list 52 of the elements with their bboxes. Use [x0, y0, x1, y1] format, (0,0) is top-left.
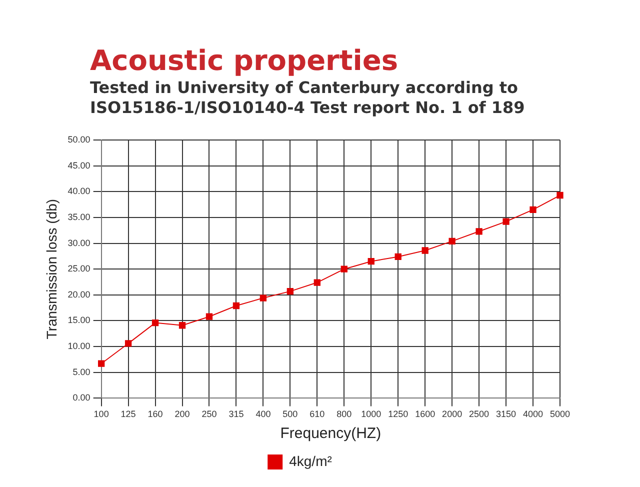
x-tick-label: 2500 — [469, 409, 490, 420]
x-tick-label: 100 — [94, 409, 109, 420]
point — [260, 294, 267, 302]
y-axis-title: Transmission loss (db) — [43, 198, 60, 340]
x-tick-label: 610 — [310, 409, 325, 420]
point — [314, 279, 320, 286]
y-tick-label: 40.00 — [68, 186, 90, 196]
x-tick-label: 125 — [120, 409, 136, 420]
point — [152, 319, 159, 326]
x-tick-label: 500 — [282, 409, 298, 420]
x-tick-label: 800 — [336, 409, 352, 420]
y-tick-label: 5.00 — [72, 366, 90, 377]
point — [232, 302, 240, 310]
x-tick-label: 5000 — [550, 409, 570, 420]
point — [98, 360, 105, 367]
point — [556, 192, 564, 199]
x-tick-label: 315 — [228, 409, 244, 420]
x-tick-label: 1000 — [361, 409, 382, 420]
y-tick-label: 20.00 — [68, 289, 90, 300]
y-tick-label: 15.00 — [68, 315, 90, 326]
point — [530, 206, 536, 214]
x-tick-label: 1250 — [388, 409, 408, 420]
point — [422, 247, 428, 254]
x-tick-label: 1600 — [415, 409, 436, 420]
point — [502, 218, 510, 225]
point — [368, 258, 374, 265]
x-axis-title: Frequency(HZ) — [280, 425, 382, 442]
point — [286, 288, 294, 295]
x-tick-label: 3150 — [496, 409, 516, 420]
y-tick-label: 0.00 — [72, 392, 90, 403]
point — [124, 340, 132, 347]
y-tick-label: 25.00 — [68, 264, 90, 274]
y-tick-label: 30.00 — [68, 238, 90, 248]
y-tick-label: 10.00 — [68, 341, 90, 352]
x-tick-label: 250 — [202, 409, 217, 420]
point — [448, 238, 456, 245]
y-tick-label: 35.00 — [68, 212, 90, 222]
chart-subtitle: Tested in University of Canterbury according to ISO15186-1/ISO10140-4 Test report No. 1 of 189 — [90, 78, 526, 118]
y-tick-label: 50.00 — [68, 134, 90, 144]
x-tick-label: 200 — [174, 409, 190, 420]
chart-title: Acoustic properties — [90, 44, 398, 77]
point — [476, 228, 482, 235]
point — [340, 266, 348, 272]
point — [394, 253, 402, 260]
x-tick-label: 4000 — [523, 409, 544, 420]
x-tick-label: 400 — [256, 409, 271, 420]
point — [178, 322, 186, 329]
legend-label: 4kg/m² — [289, 452, 332, 469]
x-tick-label: 2000 — [442, 409, 462, 420]
y-tick-label: 45.00 — [68, 160, 90, 170]
x-tick-label: 160 — [148, 409, 163, 420]
point — [206, 313, 213, 320]
